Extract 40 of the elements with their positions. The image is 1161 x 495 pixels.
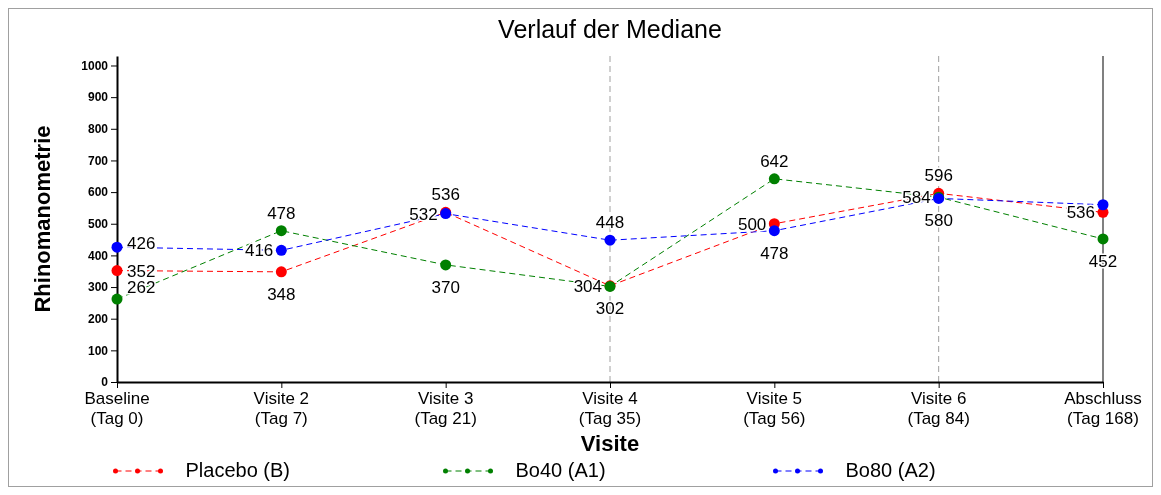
x-tick-label: Visite 5 (Tag 56) xyxy=(743,389,806,428)
data-label: 348 xyxy=(267,284,296,304)
y-tick-label: 400 xyxy=(87,248,109,263)
data-label: 500 xyxy=(737,214,767,234)
data-label: 262 xyxy=(127,278,156,298)
data-label: 370 xyxy=(431,277,460,297)
y-tick-label: 900 xyxy=(87,90,109,105)
data-label: 596 xyxy=(924,166,953,186)
x-tick-label: Visite 2 (Tag 7) xyxy=(253,389,310,428)
x-axis-title: Visite xyxy=(580,431,640,456)
x-tick-label: Visite 4 (Tag 35) xyxy=(578,389,642,428)
y-tick-label: 100 xyxy=(87,343,109,358)
data-label: 302 xyxy=(595,299,625,319)
y-tick-label: 0 xyxy=(101,375,109,390)
y-tick-label: 500 xyxy=(87,217,109,232)
y-tick-label: 200 xyxy=(87,312,109,327)
y-tick-label: 300 xyxy=(87,280,109,295)
data-label: 536 xyxy=(431,185,460,205)
y-tick-label: 700 xyxy=(87,153,109,168)
data-label: 304 xyxy=(573,276,602,296)
y-tick-label: 600 xyxy=(87,185,109,200)
data-label: 536 xyxy=(1066,203,1095,223)
chart-title: Verlauf der Mediane xyxy=(498,15,722,43)
x-tick-label: Visite 6 (Tag 84) xyxy=(907,389,970,428)
data-label: 448 xyxy=(595,213,625,233)
data-label: 478 xyxy=(267,203,296,223)
x-tick-label: Abschluss (Tag 168) xyxy=(1064,389,1142,428)
y-tick-label: 1000 xyxy=(81,58,109,73)
legend-label: Placebo (B) xyxy=(185,459,290,481)
data-label: 642 xyxy=(760,151,789,171)
x-tick-label: Visite 3 (Tag 21) xyxy=(414,389,477,428)
y-tick-label: 800 xyxy=(87,122,109,137)
legend-label: Bo80 (A2) xyxy=(845,459,936,481)
data-label: 452 xyxy=(1088,251,1118,271)
y-axis-title: Rhinomanometrie xyxy=(30,125,55,313)
legend-label: Bo40 (A1) xyxy=(515,459,606,481)
x-tick-label: Baseline (Tag 0) xyxy=(84,389,150,428)
data-label: 580 xyxy=(924,211,953,231)
data-label: 478 xyxy=(760,243,789,263)
data-label: 532 xyxy=(409,204,438,224)
